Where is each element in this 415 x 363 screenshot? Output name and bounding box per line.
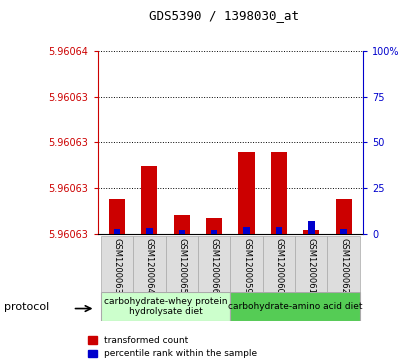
- Text: carbohydrate-whey protein
hydrolysate diet: carbohydrate-whey protein hydrolysate di…: [104, 297, 227, 317]
- Bar: [327, 236, 360, 292]
- Bar: [295, 236, 327, 292]
- Text: GSM1200062: GSM1200062: [339, 238, 348, 294]
- Bar: [173, 215, 190, 234]
- Text: GSM1200060: GSM1200060: [274, 238, 283, 294]
- Bar: [308, 221, 315, 234]
- Bar: [271, 152, 287, 234]
- Bar: [239, 152, 255, 234]
- Bar: [263, 236, 295, 292]
- Bar: [146, 228, 153, 234]
- Bar: [141, 166, 157, 234]
- Bar: [198, 236, 230, 292]
- Bar: [178, 231, 185, 234]
- Text: carbohydrate-amino acid diet: carbohydrate-amino acid diet: [228, 302, 362, 311]
- Text: GDS5390 / 1398030_at: GDS5390 / 1398030_at: [149, 9, 299, 22]
- Bar: [101, 236, 133, 292]
- Bar: [336, 200, 352, 234]
- Bar: [230, 236, 263, 292]
- Bar: [211, 231, 217, 234]
- Bar: [166, 236, 198, 292]
- Bar: [303, 230, 320, 234]
- Text: GSM1200064: GSM1200064: [145, 238, 154, 294]
- Text: GSM1200063: GSM1200063: [112, 238, 122, 294]
- Legend: transformed count, percentile rank within the sample: transformed count, percentile rank withi…: [88, 336, 257, 359]
- Text: GSM1200065: GSM1200065: [177, 238, 186, 294]
- Bar: [114, 229, 120, 234]
- Text: GSM1200059: GSM1200059: [242, 238, 251, 293]
- Bar: [276, 227, 282, 234]
- Text: GSM1200066: GSM1200066: [210, 238, 219, 294]
- Text: GSM1200061: GSM1200061: [307, 238, 316, 294]
- Bar: [133, 236, 166, 292]
- Bar: [101, 292, 230, 321]
- Bar: [206, 218, 222, 234]
- Bar: [109, 200, 125, 234]
- Bar: [230, 292, 360, 321]
- Bar: [243, 227, 250, 234]
- Text: protocol: protocol: [4, 302, 49, 312]
- Bar: [340, 229, 347, 234]
